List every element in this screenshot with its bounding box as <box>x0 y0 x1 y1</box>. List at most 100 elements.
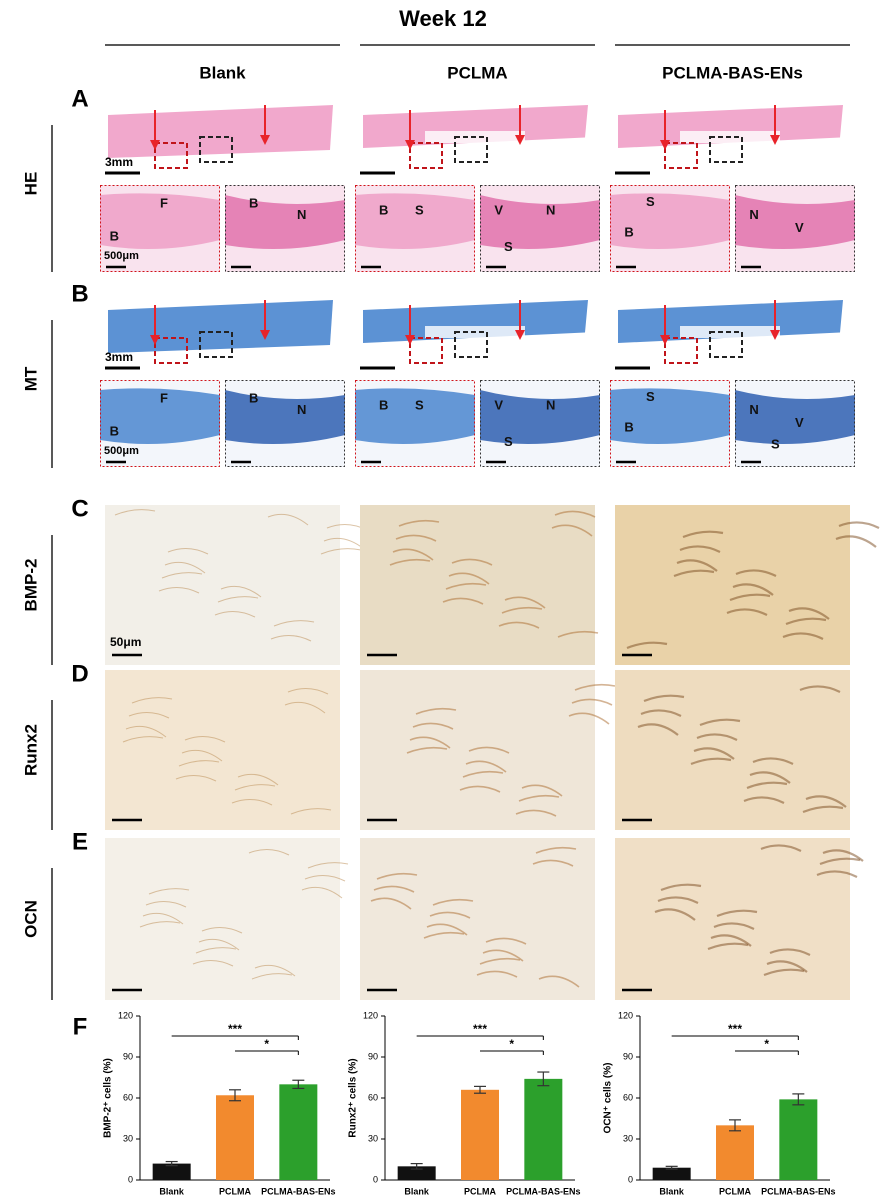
ihc-image <box>360 670 595 830</box>
y-tick-label: 0 <box>128 1174 133 1184</box>
arrow-head <box>770 135 780 145</box>
region-label: F <box>160 196 168 211</box>
stain-fibre <box>217 596 259 603</box>
y-tick-label: 120 <box>618 1010 633 1020</box>
stain-fibre <box>231 799 273 806</box>
roi-box <box>409 337 443 364</box>
region-label: S <box>646 389 655 404</box>
stain-fibre <box>426 923 468 936</box>
zoom-frame <box>610 380 730 467</box>
stain-fibre <box>482 949 524 962</box>
stain-fibre <box>195 947 237 954</box>
tissue <box>100 193 220 249</box>
stain-fibre <box>518 794 560 802</box>
x-tick-label: PCLMA-BAS-ENs <box>261 1186 336 1196</box>
region-label: B <box>110 424 119 439</box>
bar <box>524 1078 563 1180</box>
stain-fibre <box>148 888 190 895</box>
stain-fibre <box>782 632 824 640</box>
stain-fibre <box>164 561 206 574</box>
stain-fibre <box>248 849 290 856</box>
figure-title: Week 12 <box>399 6 487 31</box>
stain-fibre <box>571 698 613 706</box>
stain-fibre <box>788 607 830 620</box>
stain-fibre <box>270 635 312 642</box>
stain-fibre <box>131 697 173 704</box>
stain-fibre <box>785 617 827 626</box>
region-label: N <box>546 203 555 218</box>
stain-fibre <box>273 620 315 627</box>
panel-letter: D <box>71 660 88 687</box>
y-tick-label: 30 <box>368 1133 378 1143</box>
tissue <box>618 300 843 343</box>
zoom-frame <box>225 185 345 272</box>
bar <box>716 1125 754 1180</box>
row-label: Runx2 <box>21 724 40 776</box>
stain-fibre <box>376 872 418 880</box>
stain-fibre <box>732 583 774 596</box>
stain-fibre <box>838 521 880 529</box>
zoom-frame <box>355 185 475 272</box>
column-header: PCLMA <box>447 63 507 82</box>
region-label: F <box>160 391 168 406</box>
stain-fibre <box>626 641 668 650</box>
y-tick-label: 90 <box>368 1051 378 1061</box>
stain-fibre <box>696 733 738 741</box>
stain-fibre <box>468 746 510 754</box>
region-label: B <box>110 229 119 244</box>
y-tick-label: 60 <box>123 1092 133 1102</box>
x-tick-label: PCLMA-BAS-ENs <box>761 1186 836 1196</box>
panel-letter: A <box>71 85 88 112</box>
stain-fibre <box>479 957 521 965</box>
stain-fibre <box>128 712 170 719</box>
tissue <box>108 105 333 158</box>
stain-fibre <box>640 709 682 717</box>
tissue <box>100 388 220 444</box>
stain-fibre <box>574 683 616 691</box>
stain-fibre <box>535 846 577 854</box>
zoom-frame <box>355 380 475 467</box>
stain-fibre <box>822 849 864 862</box>
region-label: B <box>379 203 388 218</box>
stain-fibre <box>643 694 685 703</box>
stain-fibre <box>752 757 794 765</box>
region-label: V <box>795 415 804 430</box>
stain-fibre <box>802 805 844 814</box>
ihc-image <box>360 505 595 665</box>
region-label: N <box>749 207 758 222</box>
stain-fibre <box>716 909 758 918</box>
tissue <box>108 300 333 353</box>
tissue <box>618 105 843 148</box>
significance-label: *** <box>228 1022 242 1036</box>
stain-fibre <box>498 621 540 629</box>
column-header: Blank <box>199 63 246 82</box>
bar <box>652 1167 691 1180</box>
x-tick-label: Blank <box>159 1186 185 1196</box>
roi-box <box>664 142 698 169</box>
region-label: B <box>379 398 388 413</box>
stain-fibre <box>251 973 293 980</box>
stain-fibre <box>145 901 187 908</box>
roi-box <box>199 136 233 163</box>
stain-fibre <box>304 875 346 882</box>
region-label: N <box>749 402 758 417</box>
stain-fibre <box>819 857 861 866</box>
region-label: B <box>624 419 633 434</box>
y-axis-label: OCN⁺ cells (%) <box>603 1063 614 1134</box>
ihc-image <box>360 838 595 1000</box>
y-axis-label: BMP-2⁺ cells (%) <box>103 1058 114 1138</box>
stain-fibre <box>307 862 349 869</box>
arrow-head <box>150 140 160 150</box>
zoom-frame <box>480 185 600 272</box>
stain-fibre <box>267 513 309 526</box>
arrow-head <box>405 335 415 345</box>
ihc-image <box>105 670 340 830</box>
region-label: V <box>494 398 503 413</box>
region-label: B <box>624 224 633 239</box>
row-label: BMP-2 <box>21 559 40 612</box>
stain-fibre <box>448 572 490 585</box>
stain-fibre <box>139 921 181 928</box>
stain-fibre <box>287 688 329 695</box>
stain-fibre <box>181 749 223 762</box>
stain-fibre <box>735 569 777 577</box>
